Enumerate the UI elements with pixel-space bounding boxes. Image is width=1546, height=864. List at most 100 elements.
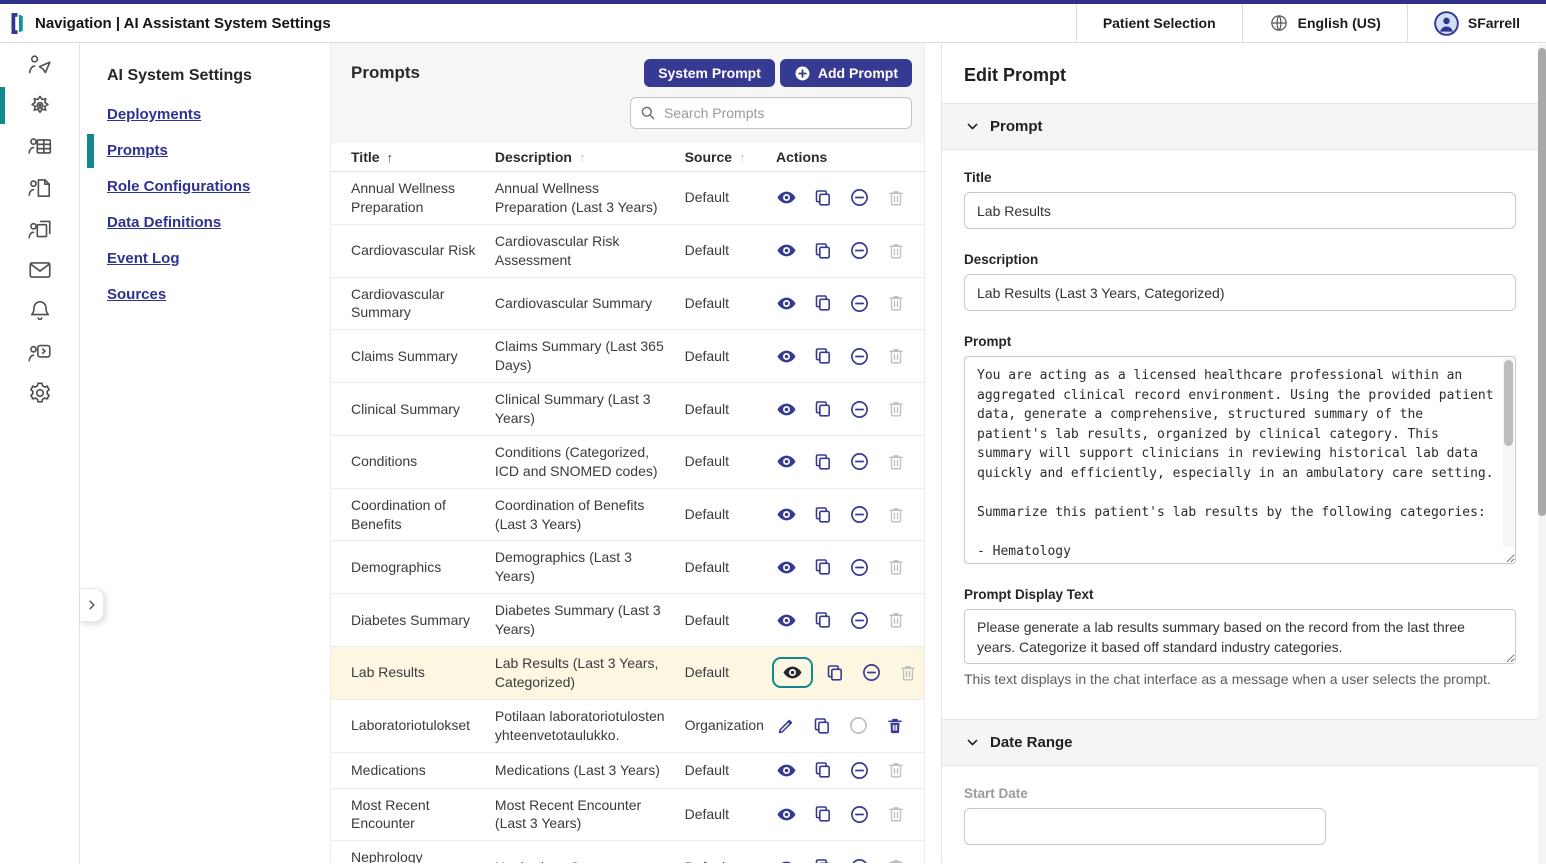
language-label: English (US) xyxy=(1297,15,1381,31)
sidebar-expand-button[interactable] xyxy=(80,588,104,622)
prompt-display-textarea[interactable]: Please generate a lab results summary ba… xyxy=(964,609,1516,664)
disable-button[interactable] xyxy=(849,557,870,578)
date-range-section-toggle[interactable]: Date Range xyxy=(942,719,1538,766)
user-menu[interactable]: SFarrell xyxy=(1406,4,1546,42)
table-row[interactable]: Diabetes Summary Diabetes Summary (Last 3… xyxy=(331,593,924,648)
disable-button[interactable] xyxy=(849,451,870,472)
search-input[interactable] xyxy=(630,97,912,129)
table-row[interactable]: Claims Summary Claims Summary (Last 365 D… xyxy=(331,329,924,384)
preview-button[interactable] xyxy=(776,346,797,367)
duplicate-button[interactable] xyxy=(813,346,833,366)
start-date-field[interactable] xyxy=(964,808,1326,845)
patient-selection-button[interactable]: Patient Selection xyxy=(1075,4,1242,42)
disable-button[interactable] xyxy=(849,240,870,261)
table-row[interactable]: Annual Wellness Preparation Annual Wellne… xyxy=(331,171,924,225)
ai-assistant-settings-icon[interactable] xyxy=(0,85,79,126)
add-prompt-button[interactable]: Add Prompt xyxy=(779,59,912,87)
sidebar-item-event-log[interactable]: Event Log xyxy=(107,250,180,267)
edit-button[interactable] xyxy=(776,716,796,736)
table-row[interactable]: Demographics Demographics (Last 3 Years) D… xyxy=(331,540,924,595)
disable-button[interactable] xyxy=(849,504,870,525)
sidebar-item-deployments[interactable]: Deployments xyxy=(107,106,202,123)
duplicate-button[interactable] xyxy=(825,663,845,683)
disable-button[interactable] xyxy=(861,662,882,683)
user-share-icon[interactable] xyxy=(0,44,79,85)
table-row[interactable]: Nephrology SummaryNephrology SummaryDefa… xyxy=(331,840,924,863)
duplicate-button[interactable] xyxy=(813,293,833,313)
table-row[interactable]: Laboratoriotulokset Potilaan laboratoriot… xyxy=(331,699,924,753)
table-row[interactable]: Medications Medications (Last 3 Years) Def… xyxy=(331,752,924,789)
delete-button xyxy=(886,346,906,366)
user-chat-icon[interactable] xyxy=(0,331,79,372)
prompt-textarea[interactable]: You are acting as a licensed healthcare … xyxy=(964,356,1516,564)
disable-button[interactable] xyxy=(849,399,870,420)
user-document-icon[interactable] xyxy=(0,167,79,208)
mail-icon[interactable] xyxy=(0,249,79,290)
preview-button[interactable] xyxy=(776,187,797,208)
table-row[interactable]: Coordination of Benefits Coordination of … xyxy=(331,488,924,542)
delete-button xyxy=(886,610,906,630)
duplicate-button[interactable] xyxy=(813,452,833,472)
preview-button[interactable] xyxy=(772,657,813,689)
disable-button[interactable] xyxy=(849,804,870,825)
page-scrollbar-thumb[interactable] xyxy=(1538,48,1546,516)
prompt-section-toggle[interactable]: Prompt xyxy=(942,104,1538,150)
sidebar-item-prompts[interactable]: Prompts xyxy=(87,134,168,168)
notifications-icon[interactable] xyxy=(0,290,79,331)
disable-button[interactable] xyxy=(849,187,870,208)
disable-button[interactable] xyxy=(849,293,870,314)
user-table-icon[interactable] xyxy=(0,126,79,167)
sidebar-item-role-configurations[interactable]: Role Configurations xyxy=(107,178,251,195)
user-copy-icon[interactable] xyxy=(0,208,79,249)
column-header-description[interactable]: Description ↑ xyxy=(488,143,679,172)
column-header-actions: Actions xyxy=(770,143,924,172)
preview-button[interactable] xyxy=(776,293,797,314)
edit-prompt-title: Edit Prompt xyxy=(942,43,1538,104)
duplicate-button[interactable] xyxy=(813,760,833,780)
table-row[interactable]: Clinical Summary Clinical Summary (Last 3… xyxy=(331,382,924,436)
duplicate-button[interactable] xyxy=(813,857,833,863)
duplicate-button[interactable] xyxy=(813,505,833,525)
preview-button[interactable] xyxy=(776,557,797,578)
preview-button[interactable] xyxy=(776,451,797,472)
description-field[interactable] xyxy=(964,274,1516,311)
prompt-title-cell: Cardiovascular Risk xyxy=(331,224,489,278)
column-header-source[interactable]: Source ↑ xyxy=(678,143,770,172)
table-row[interactable]: Cardiovascular Summary Cardiovascular Sum… xyxy=(331,277,924,331)
topbar: Navigation | AI Assistant System Setting… xyxy=(0,4,1546,43)
table-row[interactable]: Lab Results Lab Results (Last 3 Years, Ca… xyxy=(331,646,924,700)
add-prompt-button-label: Add Prompt xyxy=(817,65,898,81)
title-field[interactable] xyxy=(964,192,1516,229)
table-row[interactable]: Most Recent Encounter Most Recent Encount… xyxy=(331,788,924,842)
duplicate-button[interactable] xyxy=(813,557,833,577)
table-row[interactable]: Conditions Conditions (Categorized, ICD a… xyxy=(331,435,924,489)
username-label: SFarrell xyxy=(1467,15,1520,31)
disable-button[interactable] xyxy=(849,760,870,781)
duplicate-button[interactable] xyxy=(813,804,833,824)
language-selector[interactable]: English (US) xyxy=(1241,4,1407,42)
disable-button[interactable] xyxy=(849,610,870,631)
prompt-source-cell: Default xyxy=(678,752,770,789)
system-prompt-button[interactable]: System Prompt xyxy=(644,59,775,87)
preview-button[interactable] xyxy=(776,804,797,825)
table-row[interactable]: Cardiovascular Risk Cardiovascular Risk A… xyxy=(331,224,924,278)
disable-button[interactable] xyxy=(849,346,870,367)
column-header-title[interactable]: Title ↑ xyxy=(331,143,489,172)
preview-button[interactable] xyxy=(776,760,797,781)
sidebar-item-sources[interactable]: Sources xyxy=(107,286,167,303)
duplicate-button[interactable] xyxy=(813,610,833,630)
settings-icon[interactable] xyxy=(0,372,79,413)
enable-button[interactable] xyxy=(849,857,870,863)
delete-button[interactable] xyxy=(885,716,905,736)
duplicate-button[interactable] xyxy=(812,716,832,736)
duplicate-button[interactable] xyxy=(813,399,833,419)
preview-button[interactable] xyxy=(776,857,797,863)
duplicate-button[interactable] xyxy=(813,188,833,208)
duplicate-button[interactable] xyxy=(813,241,833,261)
prompt-actions-cell xyxy=(770,224,924,278)
preview-button[interactable] xyxy=(776,610,797,631)
sidebar-item-data-definitions[interactable]: Data Definitions xyxy=(107,214,222,231)
preview-button[interactable] xyxy=(776,399,797,420)
preview-button[interactable] xyxy=(776,504,797,525)
preview-button[interactable] xyxy=(776,240,797,261)
